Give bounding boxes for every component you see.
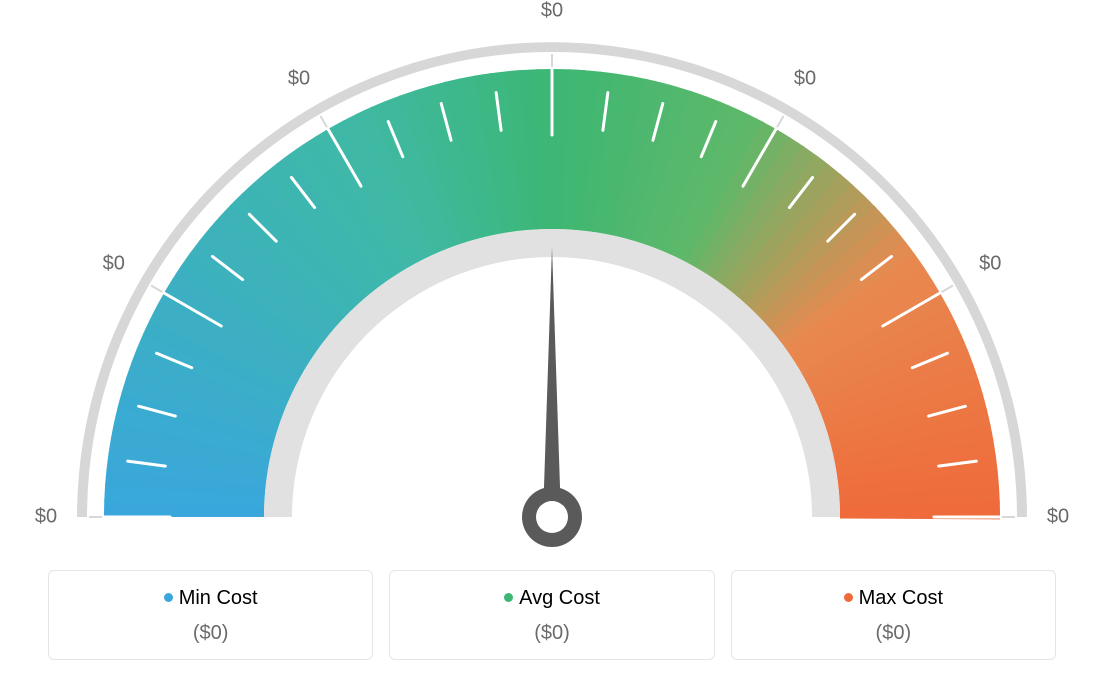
legend-dot-avg (504, 593, 513, 602)
legend-dot-max (844, 593, 853, 602)
legend-title-avg: Avg Cost (400, 587, 703, 610)
legend-value-max: ($0) (742, 622, 1045, 645)
gauge-tick-label: $0 (794, 67, 816, 90)
legend-value-min: ($0) (59, 622, 362, 645)
legend-row: Min Cost ($0) Avg Cost ($0) Max Cost ($0… (48, 570, 1056, 660)
gauge-tick-label: $0 (288, 67, 310, 90)
legend-label-avg: Avg Cost (519, 587, 600, 609)
legend-card-max: Max Cost ($0) (731, 570, 1056, 660)
gauge-tick-label: $0 (35, 506, 57, 529)
gauge-tick-label: $0 (1047, 506, 1069, 529)
legend-dot-min (164, 593, 173, 602)
legend-title-min: Min Cost (59, 587, 362, 610)
gauge-tick-label: $0 (541, 0, 563, 23)
gauge-area: $0 $0 $0 $0 $0 $0 $0 (0, 0, 1104, 560)
legend-label-min: Min Cost (179, 587, 258, 609)
gauge-tick-label: $0 (103, 253, 125, 276)
legend-title-max: Max Cost (742, 587, 1045, 610)
legend-label-max: Max Cost (859, 587, 943, 609)
legend-value-avg: ($0) (400, 622, 703, 645)
gauge-tick-label: $0 (979, 253, 1001, 276)
cost-gauge-chart: $0 $0 $0 $0 $0 $0 $0 Min Cost ($0) Avg Cost ($… (0, 0, 1104, 690)
legend-card-min: Min Cost ($0) (48, 570, 373, 660)
gauge-svg (0, 0, 1104, 560)
legend-card-avg: Avg Cost ($0) (389, 570, 714, 660)
